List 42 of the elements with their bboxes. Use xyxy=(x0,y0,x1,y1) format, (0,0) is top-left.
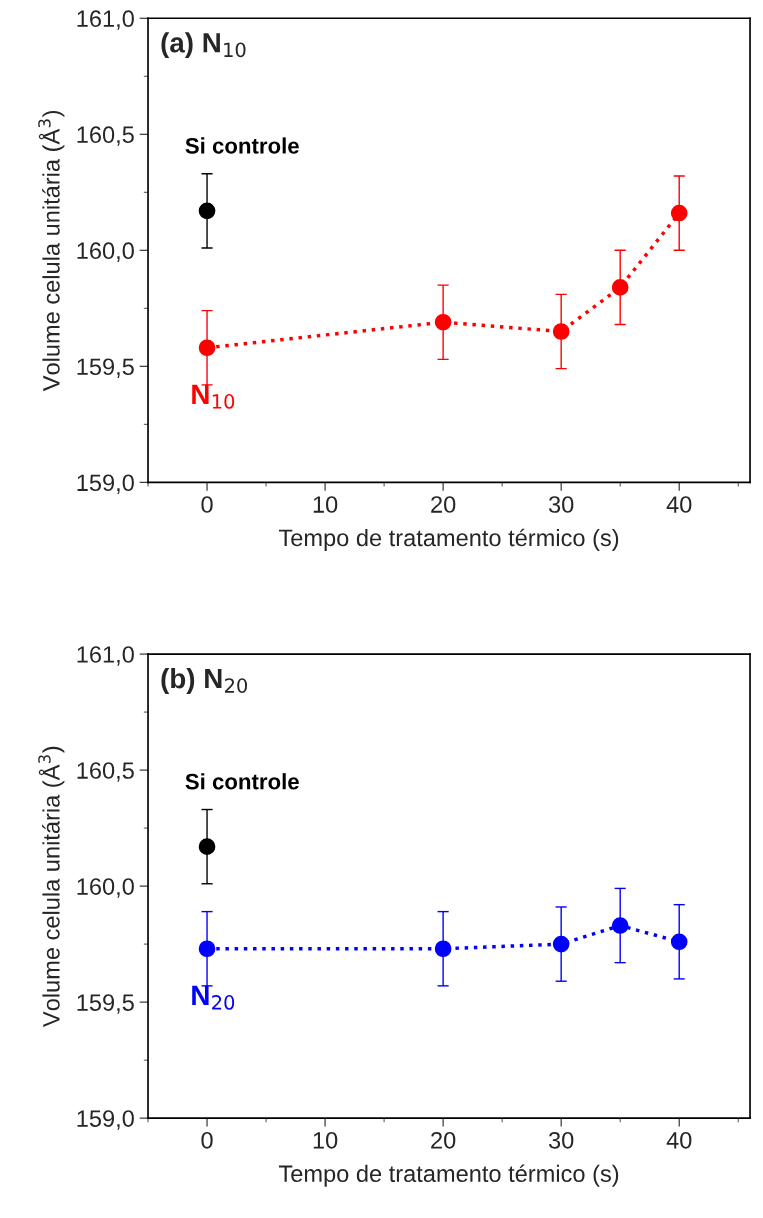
y-tick-label: 159,0 xyxy=(77,1110,134,1130)
point xyxy=(611,917,629,934)
y-tick-label: 160,5 xyxy=(77,762,134,782)
x-tick-label: 20 xyxy=(431,496,456,513)
y-tick-label: 161,0 xyxy=(77,10,134,30)
point xyxy=(434,313,452,331)
point xyxy=(434,940,452,958)
series-label: N$_{20}$ xyxy=(192,985,235,1010)
x-tick-label: 0 xyxy=(201,1131,213,1149)
point xyxy=(198,202,216,220)
x-axis-title: Tempo de tratamento térmico (s) xyxy=(278,528,619,551)
y-tick-label: 159,0 xyxy=(77,474,134,494)
point xyxy=(670,933,688,951)
chart-title: (b) N$_{20}$ xyxy=(161,667,248,694)
x-tick-label: 0 xyxy=(201,496,213,513)
y-tick-label: 160,0 xyxy=(77,878,134,898)
point xyxy=(198,940,216,958)
y-tick-label: 159,5 xyxy=(77,994,134,1014)
point xyxy=(611,279,629,296)
x-axis-title: Tempo de tratamento térmico (s) xyxy=(278,1164,619,1187)
chart-title: (a) N$_{10}$ xyxy=(161,32,246,59)
y-axis-title: Volume celula unitária (Å$^{3}$) xyxy=(38,111,65,392)
x-tick-label: 20 xyxy=(431,1131,456,1149)
y-axis-title: Volume celula unitária (Å$^{3}$) xyxy=(38,746,65,1027)
point xyxy=(552,935,570,953)
point xyxy=(670,204,688,222)
y-tick-label: 160,0 xyxy=(77,242,134,262)
y-tick-label: 161,0 xyxy=(77,646,134,666)
series-label: N$_{10}$ xyxy=(192,384,235,409)
x-tick-label: 10 xyxy=(313,496,338,513)
x-tick-label: 10 xyxy=(313,1131,338,1149)
x-tick-label: 30 xyxy=(548,496,574,513)
text: Si controle xyxy=(185,773,299,790)
point xyxy=(198,339,216,357)
point xyxy=(198,838,216,855)
y-tick-label: 159,5 xyxy=(77,358,134,378)
point xyxy=(552,323,570,340)
text: Si controle xyxy=(185,137,299,154)
y-tick-label: 160,5 xyxy=(77,126,134,146)
x-tick-label: 40 xyxy=(666,496,692,513)
x-tick-label: 40 xyxy=(666,1131,692,1149)
x-tick-label: 30 xyxy=(548,1131,574,1149)
